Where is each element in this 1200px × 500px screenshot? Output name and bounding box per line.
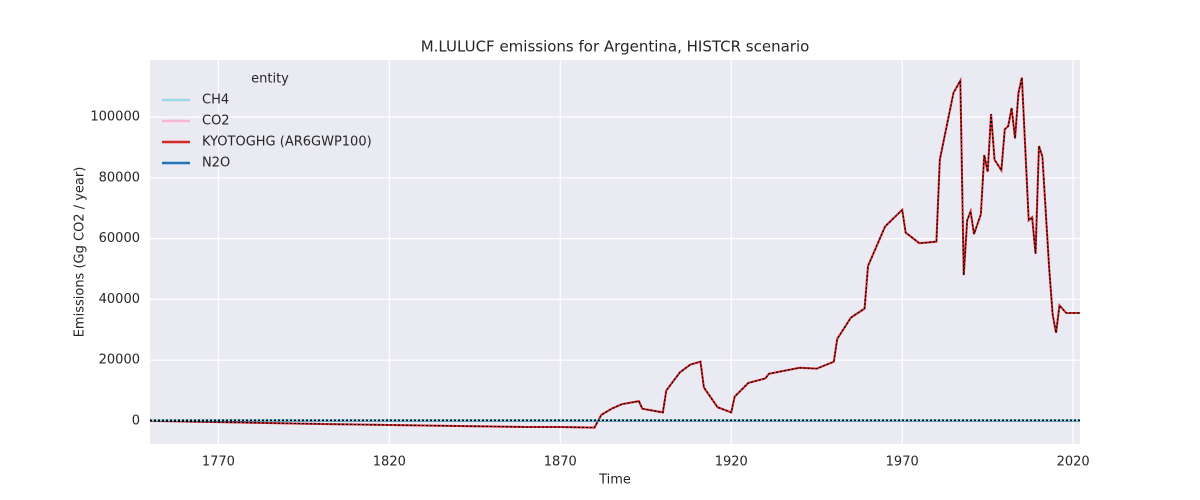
- x-tick-label: 1920: [715, 455, 748, 470]
- x-tick-label: 1870: [544, 455, 577, 470]
- legend-title: entity: [251, 72, 289, 87]
- y-tick-label: 60000: [99, 231, 140, 246]
- legend: entity CH4 CO2 KYOTOGHG (AR6GWP100) N2O: [162, 72, 372, 171]
- grid: [150, 60, 1080, 444]
- legend-label: KYOTOGHG (AR6GWP100): [202, 135, 372, 150]
- legend-label: CO2: [202, 114, 230, 129]
- x-tick-label: 1770: [202, 455, 235, 470]
- lines: [149, 76, 1080, 429]
- chart-title: M.LULUCF emissions for Argentina, HISTCR…: [421, 38, 810, 56]
- legend-label: N2O: [202, 156, 230, 171]
- x-tick-label: 1970: [886, 455, 919, 470]
- y-tick-label: 100000: [90, 110, 140, 125]
- y-axis-label: Emissions (Gg CO2 / year): [73, 167, 88, 338]
- plot-area: [150, 60, 1080, 444]
- y-tick-label: 20000: [99, 353, 140, 368]
- y-tick-label: 80000: [99, 170, 140, 185]
- legend-label: CH4: [202, 93, 229, 108]
- y-tick-label: 40000: [99, 292, 140, 307]
- series-overlay: [149, 77, 1080, 429]
- x-axis-label: Time: [598, 473, 631, 488]
- x-tick-label: 2020: [1057, 455, 1090, 470]
- x-tick-label: 1820: [373, 455, 406, 470]
- y-tick-label: 0: [132, 413, 140, 428]
